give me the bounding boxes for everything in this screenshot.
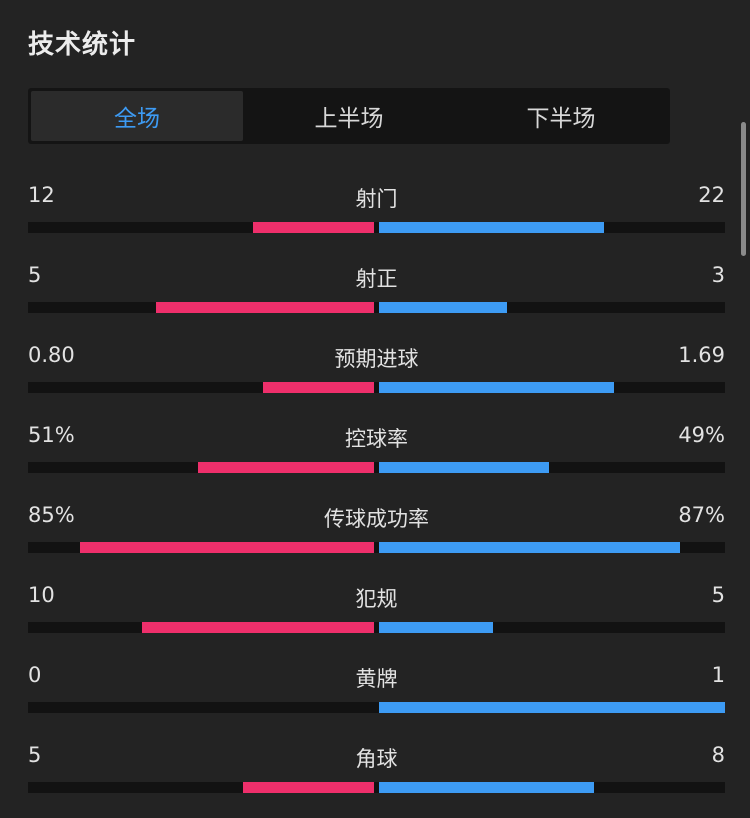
period-tabs: 全场 上半场 下半场 [28, 88, 670, 144]
home-bar-half [28, 462, 374, 473]
home-bar-half [28, 702, 374, 713]
home-value: 10 [28, 583, 55, 607]
stat-label: 射门 [355, 187, 398, 211]
home-bar-fill [142, 622, 374, 633]
home-value: 5 [28, 743, 42, 767]
comparison-bar-track [28, 782, 725, 793]
away-bar-fill [379, 222, 604, 233]
home-value: 5 [28, 263, 42, 287]
home-bar-half [28, 222, 374, 233]
stat-label: 传球成功率 [324, 507, 429, 531]
home-bar-half [28, 542, 374, 553]
comparison-bar-track [28, 702, 725, 713]
away-bar-half [379, 382, 725, 393]
away-bar-half [379, 542, 725, 553]
home-value: 0.80 [28, 343, 75, 367]
stat-row-pass-accuracy: 85% 传球成功率 87% [28, 498, 725, 578]
away-bar-fill [379, 382, 615, 393]
stat-label: 黄牌 [355, 667, 398, 691]
away-bar-half [379, 222, 725, 233]
stat-row-fouls: 10 犯规 5 [28, 578, 725, 658]
home-bar-fill [197, 462, 374, 473]
away-bar-fill [379, 302, 508, 313]
away-value: 1 [711, 663, 725, 687]
away-value: 87% [678, 503, 725, 527]
away-bar-fill [379, 782, 594, 793]
away-bar-fill [379, 542, 681, 553]
stat-label: 射正 [355, 267, 398, 291]
stats-list: 12 射门 22 5 射正 3 0.80 预期进球 1.69 51% 控球率 49% 85% 传球成功率 8… [28, 178, 725, 818]
stat-row-yellow-cards: 0 黄牌 1 [28, 658, 725, 738]
tab-first-half[interactable]: 上半场 [314, 106, 384, 132]
home-bar-half [28, 382, 374, 393]
comparison-bar-track [28, 622, 725, 633]
home-bar-fill [252, 222, 374, 233]
home-bar-half [28, 302, 374, 313]
home-bar-fill [242, 782, 374, 793]
scrollbar[interactable] [741, 122, 746, 256]
away-bar-half [379, 302, 725, 313]
comparison-bar-track [28, 222, 725, 233]
home-bar-fill [263, 382, 374, 393]
stat-label: 角球 [355, 747, 398, 771]
away-value: 3 [711, 263, 725, 287]
home-bar-fill [79, 542, 374, 553]
home-value: 12 [28, 183, 55, 207]
away-bar-fill [379, 622, 494, 633]
home-bar-fill [156, 302, 374, 313]
stat-row-corners: 5 角球 8 [28, 738, 725, 818]
comparison-bar-track [28, 302, 725, 313]
away-bar-half [379, 702, 725, 713]
home-bar-half [28, 782, 374, 793]
home-bar-half [28, 622, 374, 633]
home-value: 0 [28, 663, 42, 687]
away-value: 8 [711, 743, 725, 767]
away-bar-half [379, 782, 725, 793]
home-value: 85% [28, 503, 75, 527]
page-title: 技术统计 [28, 30, 137, 60]
stat-row-shots: 12 射门 22 [28, 178, 725, 258]
comparison-bar-track [28, 462, 725, 473]
stat-label: 控球率 [345, 427, 408, 451]
away-value: 5 [711, 583, 725, 607]
stat-label: 犯规 [355, 587, 398, 611]
tab-second-half[interactable]: 下半场 [526, 106, 596, 132]
stat-row-possession: 51% 控球率 49% [28, 418, 725, 498]
stat-label: 预期进球 [334, 347, 419, 371]
away-bar-half [379, 462, 725, 473]
comparison-bar-track [28, 382, 725, 393]
tab-full-match[interactable]: 全场 [31, 91, 243, 141]
away-value: 49% [678, 423, 725, 447]
away-bar-half [379, 622, 725, 633]
away-value: 1.69 [678, 343, 725, 367]
home-value: 51% [28, 423, 75, 447]
away-bar-fill [379, 462, 549, 473]
away-value: 22 [698, 183, 725, 207]
away-bar-fill [379, 702, 725, 713]
stat-row-expected-goals: 0.80 预期进球 1.69 [28, 338, 725, 418]
comparison-bar-track [28, 542, 725, 553]
stat-row-shots-on-target: 5 射正 3 [28, 258, 725, 338]
